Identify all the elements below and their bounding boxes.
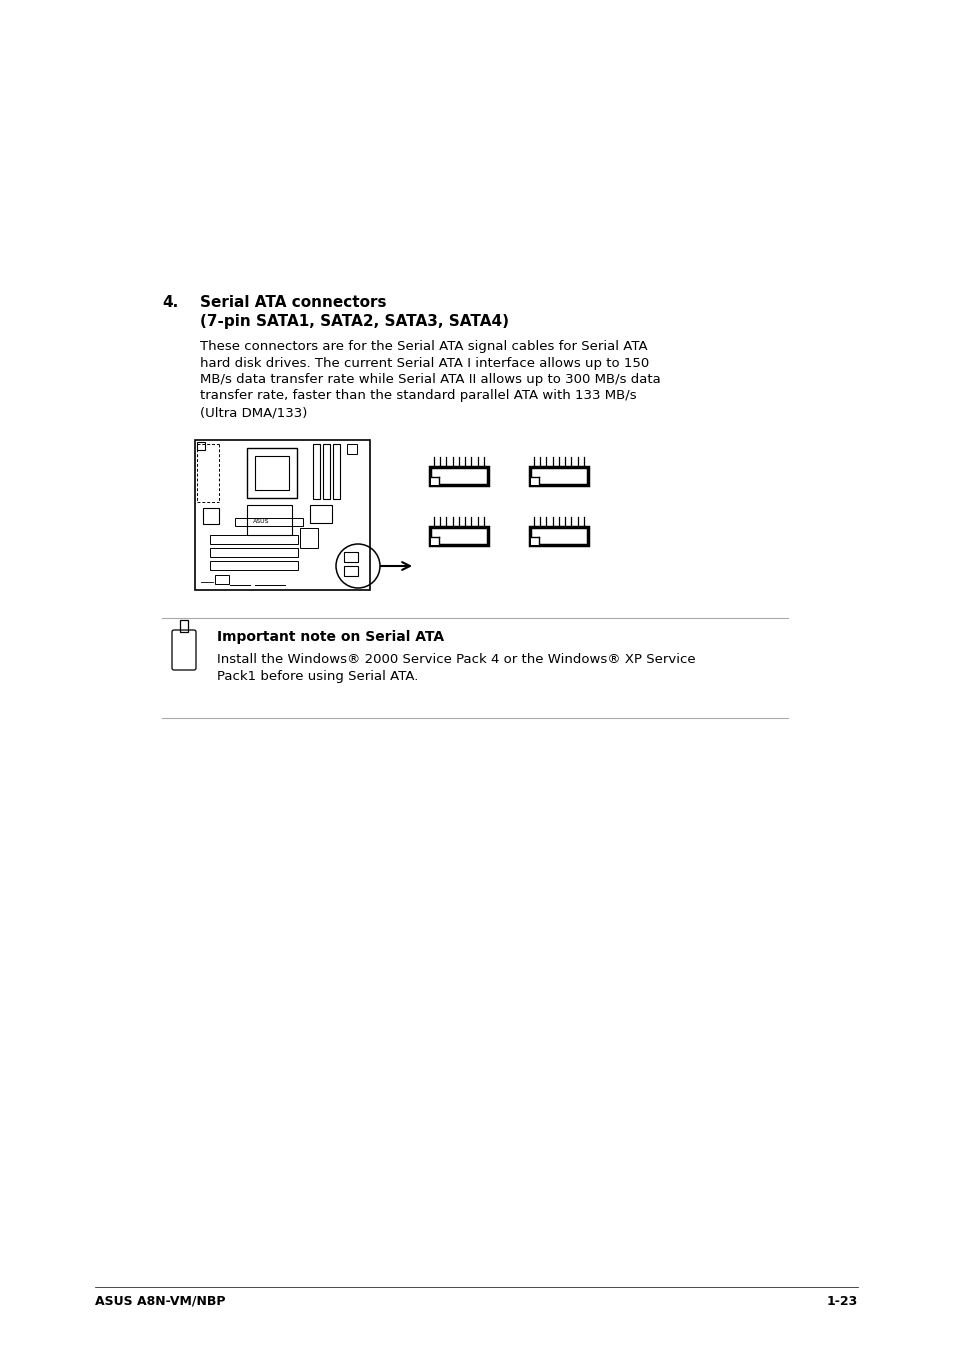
Text: 1-23: 1-23 <box>826 1296 857 1308</box>
Text: Pack1 before using Serial ATA.: Pack1 before using Serial ATA. <box>216 670 418 684</box>
Bar <box>203 508 219 524</box>
Bar <box>247 449 296 499</box>
Bar <box>347 444 356 454</box>
Text: (7-pin SATA1, SATA2, SATA3, SATA4): (7-pin SATA1, SATA2, SATA3, SATA4) <box>200 313 509 330</box>
Text: ASUS A8N-VM/NBP: ASUS A8N-VM/NBP <box>95 1296 225 1308</box>
Bar <box>194 440 370 590</box>
Bar <box>247 505 292 535</box>
Text: ASUS: ASUS <box>253 519 269 524</box>
Text: (Ultra DMA/133): (Ultra DMA/133) <box>200 407 307 419</box>
Text: Important note on Serial ATA: Important note on Serial ATA <box>216 630 444 644</box>
Bar <box>333 444 339 499</box>
Bar <box>531 536 538 544</box>
Text: hard disk drives. The current Serial ATA I interface allows up to 150: hard disk drives. The current Serial ATA… <box>200 357 649 370</box>
Text: transfer rate, faster than the standard parallel ATA with 133 MB/s: transfer rate, faster than the standard … <box>200 389 636 403</box>
Bar <box>530 527 587 544</box>
Bar <box>210 549 297 557</box>
Bar <box>214 576 229 584</box>
Text: Serial ATA connectors: Serial ATA connectors <box>200 295 386 309</box>
Bar <box>530 467 587 485</box>
Bar <box>431 477 438 485</box>
Text: 4.: 4. <box>162 295 178 309</box>
Bar <box>299 528 317 549</box>
Text: These connectors are for the Serial ATA signal cables for Serial ATA: These connectors are for the Serial ATA … <box>200 340 647 353</box>
Text: MB/s data transfer rate while Serial ATA II allows up to 300 MB/s data: MB/s data transfer rate while Serial ATA… <box>200 373 660 386</box>
Bar <box>430 467 488 485</box>
Bar <box>430 527 488 544</box>
Text: Install the Windows® 2000 Service Pack 4 or the Windows® XP Service: Install the Windows® 2000 Service Pack 4… <box>216 653 695 666</box>
Bar <box>344 553 357 562</box>
Bar <box>531 477 538 485</box>
Bar <box>234 517 303 526</box>
Bar <box>210 561 297 570</box>
Bar <box>196 442 205 450</box>
Bar <box>310 505 332 523</box>
Bar <box>254 457 289 490</box>
Bar <box>313 444 319 499</box>
Bar <box>431 536 438 544</box>
FancyBboxPatch shape <box>172 630 195 670</box>
Bar <box>323 444 330 499</box>
Bar <box>210 535 297 544</box>
Bar <box>344 566 357 576</box>
